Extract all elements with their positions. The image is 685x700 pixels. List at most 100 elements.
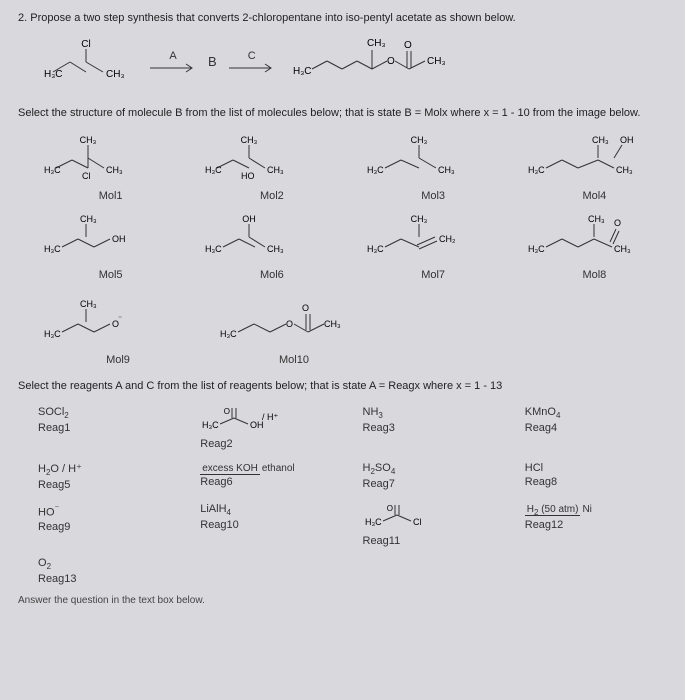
mol-cell: CH₃ H₃C CH₃ Cl Mol1 <box>38 133 183 202</box>
mol-cell: CH₃ H₃C CH₃ HO Mol2 <box>199 133 344 202</box>
svg-text:HO: HO <box>241 171 255 181</box>
instruction-reagents: Select the reagents A and C from the lis… <box>18 380 667 392</box>
reag-name: H₃COOH/ H⁺ <box>200 406 342 436</box>
svg-text:/ H⁺: / H⁺ <box>262 412 279 422</box>
reag-cell: H₃COOH/ H⁺ Reag2 <box>200 406 342 450</box>
reag-cell: HCl Reag8 <box>525 462 667 491</box>
svg-text:H₃C: H₃C <box>528 244 545 254</box>
svg-text:Cl: Cl <box>81 39 90 50</box>
reag-name: H2SO4 <box>363 462 505 476</box>
reag-cell: KMnO4 Reag4 <box>525 406 667 450</box>
reag-label: Reag6 <box>200 476 342 488</box>
mol-cell: CH₃ H₃C OH Mol5 <box>38 212 183 281</box>
mol-cell: CH₃ H₃C CH₃ Mol3 <box>361 133 506 202</box>
reag-cell: H₃C O Cl Reag11 <box>363 503 505 547</box>
svg-text:⁻: ⁻ <box>118 314 122 323</box>
svg-text:O: O <box>302 303 309 313</box>
mol-cell: CH₃H₃CCH₂ Mol7 <box>361 212 506 281</box>
svg-text:CH₃: CH₃ <box>80 214 97 224</box>
svg-text:H₃C: H₃C <box>44 329 61 339</box>
reag-name: HO⁻ <box>38 503 180 519</box>
svg-text:O: O <box>404 40 412 51</box>
reag-label: Reag11 <box>363 535 505 547</box>
reag-label: Reag5 <box>38 479 180 491</box>
mol-label: Mol6 <box>199 269 344 281</box>
reag-label: Reag9 <box>38 521 180 533</box>
svg-text:H₃C: H₃C <box>293 66 312 77</box>
svg-text:O: O <box>386 504 392 513</box>
reag-label: Reag4 <box>525 422 667 434</box>
svg-text:CH₃: CH₃ <box>616 165 633 175</box>
reag-name: H2O / H⁺ <box>38 462 180 477</box>
svg-text:CH₃: CH₃ <box>80 135 97 145</box>
answer-note: Answer the question in the text box belo… <box>18 595 667 606</box>
question-text: 2. Propose a two step synthesis that con… <box>18 12 667 24</box>
svg-text:H₃C: H₃C <box>367 244 384 254</box>
mol-label: Mol2 <box>199 190 344 202</box>
mol-label: Mol5 <box>38 269 183 281</box>
svg-text:O: O <box>387 56 395 67</box>
reaction-scheme: Cl H₃C CH₃ A B C H₃C <box>18 34 667 89</box>
svg-text:H₃C: H₃C <box>205 165 222 175</box>
reag-cell: H2 (50 atm)Ni Reag12 <box>525 503 667 547</box>
svg-text:H₃C: H₃C <box>44 165 61 175</box>
svg-text:OH: OH <box>620 135 634 145</box>
svg-text:OH: OH <box>112 234 126 244</box>
svg-text:H₃C: H₃C <box>205 244 222 254</box>
svg-text:H₃C: H₃C <box>202 420 219 430</box>
svg-text:CH₃: CH₃ <box>241 135 258 145</box>
molecule-grid-row2: CH₃H₃CO⁻ Mol9 H₃COOCH₃ Mol10 <box>18 297 667 366</box>
reag-cell: NH3 Reag3 <box>363 406 505 450</box>
svg-text:CH₃: CH₃ <box>106 165 123 175</box>
reag-name: LiAlH4 <box>200 503 342 517</box>
reag-label: Reag1 <box>38 422 180 434</box>
mol-cell: CH₃OHH₃CCH₃ Mol4 <box>522 133 667 202</box>
svg-text:CH₃: CH₃ <box>80 299 97 309</box>
mol-cell: CH₃H₃CO⁻ Mol9 <box>38 297 198 366</box>
svg-text:H₃C: H₃C <box>44 69 63 80</box>
svg-text:H₃C: H₃C <box>365 517 382 527</box>
start-molecule: Cl H₃C CH₃ <box>38 37 138 87</box>
svg-text:CH₃: CH₃ <box>410 135 427 145</box>
svg-text:OH: OH <box>243 214 257 224</box>
svg-text:CH₃: CH₃ <box>267 244 284 254</box>
reag-label: Reag7 <box>363 478 505 490</box>
molecule-grid: CH₃ H₃C CH₃ Cl Mol1 CH₃ H₃C CH₃ HO Mol2 CH₃ H₃C… <box>18 133 667 281</box>
reagent-a-label: A <box>148 50 198 62</box>
svg-text:CH₂: CH₂ <box>439 234 456 244</box>
arrow-bc: C <box>227 50 277 74</box>
instruction-molecules: Select the structure of molecule B from … <box>18 107 667 119</box>
mol-label: Mol1 <box>38 190 183 202</box>
reag-cell: LiAlH4 Reag10 <box>200 503 342 547</box>
reag-label: Reag13 <box>38 573 667 585</box>
svg-text:CH₃: CH₃ <box>614 244 631 254</box>
reag-name: O2 <box>38 557 667 571</box>
svg-text:CH₃: CH₃ <box>367 38 386 49</box>
reag-cell: HO⁻ Reag9 <box>38 503 180 547</box>
mol-label: Mol3 <box>361 190 506 202</box>
product-molecule: H₃C CH₃ O O CH₃ <box>287 34 457 89</box>
svg-text:H₃C: H₃C <box>367 165 384 175</box>
reag-name: H2 (50 atm)Ni <box>525 503 667 517</box>
reag-cell: O2 Reag13 <box>38 557 667 585</box>
mol-cell: H₃COOCH₃ Mol10 <box>214 297 374 366</box>
svg-text:H₃C: H₃C <box>44 244 61 254</box>
svg-text:Cl: Cl <box>82 171 91 181</box>
reag-cell: H2O / H⁺ Reag5 <box>38 462 180 491</box>
reag-name: NH3 <box>363 406 505 420</box>
svg-text:CH₃: CH₃ <box>106 69 125 80</box>
svg-text:O: O <box>286 319 293 329</box>
svg-text:CH₃: CH₃ <box>324 319 341 329</box>
svg-text:CH₃: CH₃ <box>438 165 455 175</box>
mol-label: Mol9 <box>38 354 198 366</box>
reag-label: Reag8 <box>525 476 667 488</box>
svg-text:H₃C: H₃C <box>220 329 237 339</box>
svg-text:O: O <box>614 218 621 228</box>
reag-name: excess KOHethanol <box>200 462 342 474</box>
svg-text:Cl: Cl <box>413 517 422 527</box>
reag-label: Reag3 <box>363 422 505 434</box>
svg-text:CH₃: CH₃ <box>267 165 284 175</box>
reag-cell: H2SO4 Reag7 <box>363 462 505 491</box>
reag-cell: excess KOHethanol Reag6 <box>200 462 342 491</box>
mol-label: Mol8 <box>522 269 667 281</box>
